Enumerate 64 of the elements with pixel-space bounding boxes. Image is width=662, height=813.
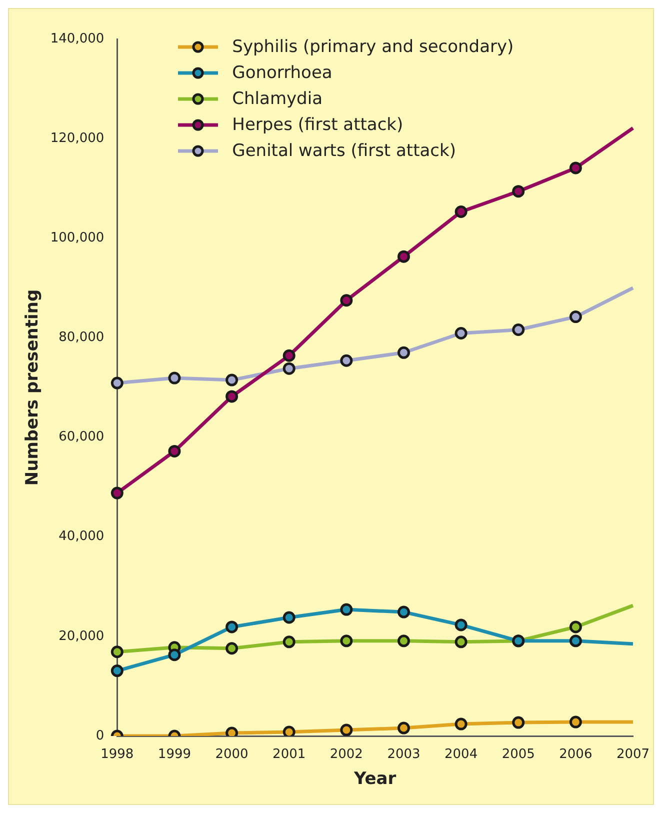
legend-label: Gonorrhoea [232,62,332,85]
point [282,726,296,736]
y-tick-label: 20,000 [58,628,104,644]
point [168,444,181,458]
point [168,372,181,384]
y-tick-label: 120,000 [50,130,104,146]
y-tick-label: 40,000 [58,529,104,544]
legend-label: Syphilis (primary and secondary) [232,36,514,59]
x-tick-label: 2004 [444,747,478,762]
point [110,376,124,390]
point [512,716,525,729]
point [110,486,124,500]
point [454,326,468,340]
x-tick-label: 2007 [616,747,650,762]
legend-label: Chlamydia [232,88,322,111]
point [569,634,582,648]
y-tick-label: 80,000 [58,330,104,346]
point [340,354,353,367]
point [340,603,353,616]
x-tick-label: 2003 [387,747,420,762]
point [226,620,238,634]
legend-label: Genital warts (first attack) [232,140,456,163]
point [397,634,410,648]
point [397,606,410,618]
point [226,374,238,386]
point [226,390,238,403]
y-tick-label: 60,000 [58,430,104,445]
point [282,362,296,375]
point [282,636,296,648]
point [569,716,582,728]
point [282,349,296,362]
x-tick-label: 2006 [559,747,592,762]
point [454,718,468,730]
point [397,250,410,263]
point [512,324,525,336]
y-tick-label: 100,000 [50,230,104,246]
x-tick-label: 1998 [100,747,134,762]
point [226,642,238,655]
x-tick-label: 2001 [272,747,306,762]
point [340,294,353,307]
point [454,206,468,218]
point [454,618,468,632]
point [110,664,124,678]
x-axis-title: Year [353,769,397,790]
x-tick-label: 2000 [215,747,248,762]
point [569,162,582,174]
point [397,722,410,734]
y-tick-label: 0 [96,728,104,744]
point [110,646,124,658]
point [512,185,525,198]
point [569,310,582,324]
point [168,648,181,662]
y-tick-label: 140,000 [50,31,104,46]
x-tick-label: 2005 [502,747,535,762]
legend-label: Herpes (first attack) [232,114,404,137]
x-tick-label: 1999 [158,747,192,762]
point [454,636,468,648]
point [340,634,353,648]
point [397,346,410,359]
x-tick-label: 2002 [330,747,363,762]
point [282,611,296,624]
point [340,724,353,736]
y-axis-title: Numbers presenting [22,289,43,486]
point [569,620,582,634]
